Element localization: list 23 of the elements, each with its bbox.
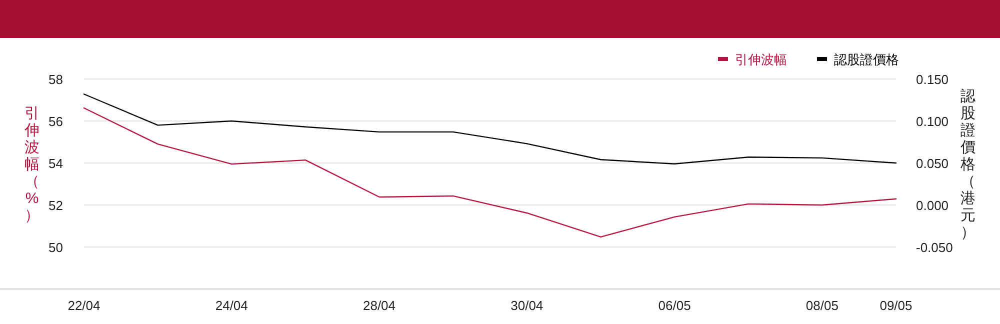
y2-tick-label: 0.000 xyxy=(916,198,949,213)
x-tick-label: 08/05 xyxy=(806,298,838,313)
x-tick-label: 28/04 xyxy=(363,298,396,313)
y-axis-title: 引伸波幅（%） xyxy=(24,105,40,224)
y2-tick-label: 0.150 xyxy=(916,72,949,87)
y-tick-label: 50 xyxy=(48,240,63,255)
y2-tick-label: 0.050 xyxy=(916,156,949,171)
x-tick-label: 09/05 xyxy=(880,298,912,313)
y-tick-label: 54 xyxy=(48,156,63,171)
y-tick-label: 58 xyxy=(48,72,63,87)
y2-tick-label: -0.050 xyxy=(916,240,953,255)
x-tick-label: 22/04 xyxy=(68,298,100,313)
x-tick-label: 06/05 xyxy=(658,298,691,313)
x-tick-label: 24/04 xyxy=(215,298,248,313)
legend-label: 認股證價格 xyxy=(834,52,899,67)
x-tick-label: 30/04 xyxy=(510,298,544,313)
legend-label: 引伸波幅 xyxy=(735,52,787,67)
y-tick-label: 56 xyxy=(48,114,63,129)
text: 認股證價格（港元） xyxy=(960,88,976,241)
y2-tick-label: 0.100 xyxy=(916,114,949,129)
y-tick-label: 52 xyxy=(48,198,63,213)
line-series xyxy=(83,94,897,164)
line-series xyxy=(83,107,897,238)
